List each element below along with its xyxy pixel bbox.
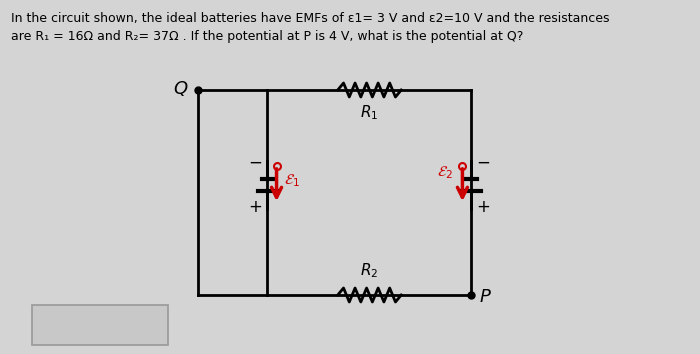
FancyBboxPatch shape — [32, 305, 168, 345]
Text: $R_2$: $R_2$ — [360, 261, 379, 280]
Text: In the circuit shown, the ideal batteries have EMFs of ε1= 3 V and ε2=10 V and t: In the circuit shown, the ideal batterie… — [11, 12, 610, 25]
Text: −: − — [248, 154, 262, 172]
Text: $R_1$: $R_1$ — [360, 103, 379, 122]
Text: −: − — [476, 154, 490, 172]
Text: +: + — [248, 198, 262, 216]
Text: $Q$: $Q$ — [173, 79, 188, 97]
Text: $\mathcal{E}_1$: $\mathcal{E}_1$ — [284, 173, 300, 189]
Text: $P$: $P$ — [479, 288, 491, 306]
Text: $\mathcal{E}_2$: $\mathcal{E}_2$ — [437, 165, 454, 181]
Text: +: + — [476, 198, 490, 216]
Text: are R₁ = 16Ω and R₂= 37Ω . If the potential at P is 4 V, what is the potential a: are R₁ = 16Ω and R₂= 37Ω . If the potent… — [11, 30, 524, 43]
